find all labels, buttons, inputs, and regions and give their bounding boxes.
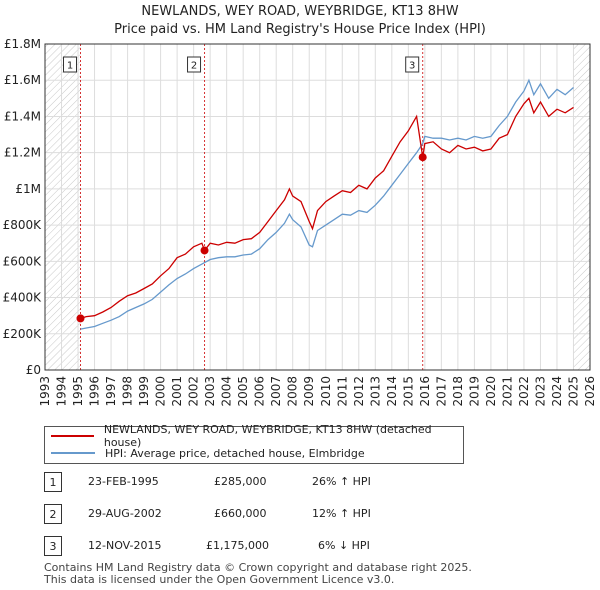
- chart-legend: NEWLANDS, WEY ROAD, WEYBRIDGE, KT13 8HW …: [44, 423, 464, 464]
- sale-hpi: 12% ↑ HPI: [312, 507, 371, 520]
- x-tick-label: 1996: [88, 376, 102, 407]
- x-tick-label: 1997: [104, 376, 118, 407]
- legend-price-label: NEWLANDS, WEY ROAD, WEYBRIDGE, KT13 8HW …: [103, 423, 432, 449]
- sale-badge: 1: [44, 472, 62, 492]
- sale-row: 3 12-NOV-2015 £1,175,000 6% ↓ HPI: [44, 536, 564, 556]
- x-tick-label: 1994: [55, 376, 69, 407]
- footer-license: This data is licensed under the Open Gov…: [44, 573, 395, 586]
- chart-title-line2: Price paid vs. HM Land Registry's House …: [114, 22, 486, 37]
- x-tick-label: 2003: [203, 376, 217, 407]
- sale-date: 23-FEB-1995: [88, 475, 159, 488]
- sale-row: 1 23-FEB-1995 £285,000 26% ↑ HPI: [44, 472, 564, 492]
- x-tick-label: 2023: [533, 376, 547, 407]
- footer-copyright: Contains HM Land Registry data © Crown c…: [44, 561, 472, 574]
- footer: Contains HM Land Registry data © Crown c…: [44, 562, 472, 586]
- chart-title-line1: NEWLANDS, WEY ROAD, WEYBRIDGE, KT13 8HW: [141, 4, 459, 19]
- price-chart: £0 £200K £400K £600K £800K £1M £1.2M £1.4M £1.6M…: [3, 37, 597, 407]
- hpi-line: [80, 78, 574, 330]
- x-tick-label: 2006: [253, 376, 267, 407]
- legend-price-swatch: [51, 435, 94, 437]
- price-paid-line: [80, 97, 574, 320]
- sale-label-2: 2: [191, 61, 197, 72]
- y-tick-label: £800K: [3, 218, 43, 232]
- sale-badge: 2: [44, 504, 62, 524]
- x-tick-label: 2020: [484, 376, 498, 407]
- x-tick-label: 2008: [286, 376, 300, 407]
- sale-hpi: 26% ↑ HPI: [312, 475, 371, 488]
- sale-point-1: [76, 314, 85, 323]
- x-tick-label: 2021: [500, 376, 514, 407]
- x-tick-label: 1998: [121, 376, 135, 407]
- x-tick-label: 2015: [401, 376, 415, 407]
- sale-badge: 3: [44, 536, 62, 556]
- x-tick-label: 2009: [302, 376, 316, 407]
- hatched-region-before: [45, 44, 81, 370]
- legend-hpi-label: HPI: Average price, detached house, Elmb…: [105, 446, 365, 460]
- x-tick-label: 2011: [335, 376, 349, 407]
- x-tick-label: 2005: [236, 376, 250, 407]
- x-tick-label: 2012: [352, 376, 366, 407]
- y-tick-label: £1M: [15, 182, 41, 196]
- x-tick-label: 2024: [550, 376, 564, 407]
- legend-item-price: NEWLANDS, WEY ROAD, WEYBRIDGE, KT13 8HW …: [51, 423, 463, 449]
- sale-price: £660,000: [214, 507, 267, 520]
- sale-point-2: [200, 246, 209, 255]
- sale-point-3: [418, 153, 427, 162]
- sale-label-3: 3: [409, 61, 415, 72]
- y-tick-label: £1.2M: [4, 146, 41, 160]
- y-tick-label: £1.4M: [4, 109, 41, 123]
- x-tick-label: 2017: [434, 376, 448, 407]
- sale-row: 2 29-AUG-2002 £660,000 12% ↑ HPI: [44, 504, 564, 524]
- sale-label-box-1: [63, 56, 78, 73]
- y-tick-label: £1.6M: [4, 73, 41, 87]
- x-tick-label: 2004: [220, 376, 234, 407]
- legend-item-hpi: HPI: Average price, detached house, Elmb…: [51, 445, 365, 461]
- legend-hpi-swatch: [51, 452, 95, 454]
- x-tick-label: 1995: [71, 376, 85, 407]
- sale-label-1: 1: [67, 61, 73, 72]
- sale-label-box-3: [405, 56, 420, 73]
- sale-price: £285,000: [214, 475, 267, 488]
- x-tick-label: 2010: [319, 376, 333, 407]
- x-tick-label: 2007: [269, 376, 283, 407]
- x-tick-label: 1999: [137, 376, 151, 407]
- y-tick-label: £0: [26, 363, 41, 377]
- x-tick-label: 2000: [154, 376, 168, 407]
- x-tick-label: 2019: [467, 376, 481, 407]
- sale-label-box-2: [187, 56, 202, 73]
- sale-date: 12-NOV-2015: [88, 539, 162, 552]
- y-tick-label: £200K: [3, 327, 43, 341]
- x-tick-label: 2018: [451, 376, 465, 407]
- sale-hpi: 6% ↓ HPI: [318, 539, 370, 552]
- x-tick-label: 2014: [385, 376, 399, 407]
- sale-date: 29-AUG-2002: [88, 507, 162, 520]
- y-tick-label: £600K: [3, 254, 43, 268]
- x-tick-label: 2001: [170, 376, 184, 407]
- x-tick-label: 2026: [583, 376, 597, 407]
- x-tick-label: 2002: [187, 376, 201, 407]
- y-tick-label: £1.8M: [4, 37, 41, 51]
- plot-area: [45, 44, 590, 370]
- plot-border: [44, 43, 591, 371]
- x-tick-label: 2025: [566, 376, 580, 407]
- sale-price: £1,175,000: [206, 539, 269, 552]
- hatched-region-after: [573, 44, 590, 370]
- y-tick-label: £400K: [3, 291, 43, 305]
- x-tick-label: 2013: [368, 376, 382, 407]
- x-tick-label: 1993: [38, 376, 52, 407]
- x-tick-label: 2016: [418, 376, 432, 407]
- x-tick-label: 2022: [517, 376, 531, 407]
